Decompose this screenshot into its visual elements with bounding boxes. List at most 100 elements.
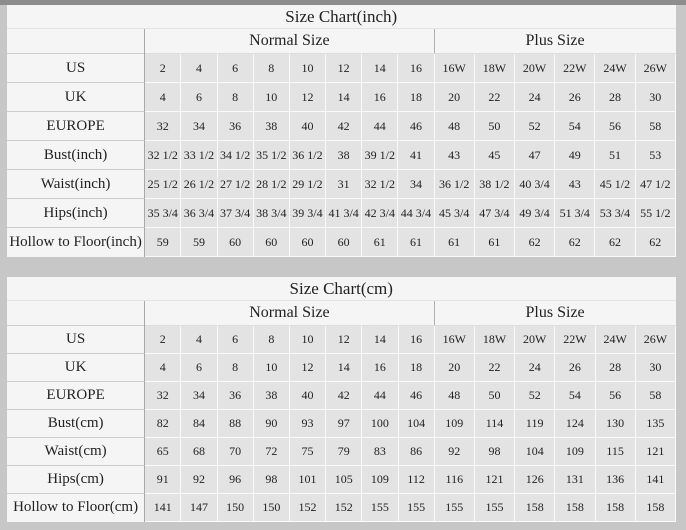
size-value-cell: 158: [634, 493, 677, 522]
size-value-cell: 36 1/2: [433, 169, 475, 199]
table-row: Hips(inch) 35 3/4 36 3/4 37 3/4 38 3/4 39 3/4…: [7, 198, 677, 228]
size-value-cell: 18W: [473, 53, 515, 83]
size-value-cell: 152: [288, 493, 327, 522]
size-value-cell: 32: [144, 111, 182, 141]
table-title: Size Chart(inch): [7, 5, 676, 29]
size-value-cell: 44: [361, 111, 399, 141]
size-value-cell: 65: [144, 437, 182, 466]
size-value-cell: 44 3/4: [397, 198, 435, 228]
size-value-cell: 24: [514, 353, 556, 382]
size-value-cell: 24W: [594, 325, 636, 354]
size-value-cell: 47 3/4: [473, 198, 515, 228]
size-value-cell: 61: [473, 227, 515, 257]
size-value-cell: 56: [594, 111, 636, 141]
size-value-cell: 6: [216, 325, 254, 354]
row-label: Hips(inch): [7, 198, 146, 228]
size-value-cell: 54: [554, 111, 596, 141]
size-value-cell: 75: [288, 437, 327, 466]
size-value-cell: 50: [473, 111, 515, 141]
size-value-cell: 28: [594, 82, 636, 112]
size-value-cell: 22W: [554, 325, 596, 354]
size-value-cell: 32: [144, 381, 182, 410]
size-value-cell: 43: [554, 169, 596, 199]
size-value-cell: 98: [473, 437, 516, 466]
size-value-cell: 121: [634, 437, 677, 466]
size-value-cell: 28 1/2: [252, 169, 290, 199]
size-value-cell: 114: [473, 409, 516, 438]
size-value-cell: 14: [361, 325, 399, 354]
size-value-cell: 26: [554, 82, 596, 112]
size-value-cell: 86: [397, 437, 435, 466]
size-value-cell: 34: [180, 381, 218, 410]
size-value-cell: 92: [433, 437, 475, 466]
size-value-cell: 152: [325, 493, 363, 522]
normal-size-header: Normal Size: [144, 28, 435, 54]
size-value-cell: 6: [180, 82, 218, 112]
size-value-cell: 115: [594, 437, 636, 466]
size-value-cell: 61: [397, 227, 435, 257]
size-value-cell: 52: [513, 111, 556, 141]
size-value-cell: 100: [361, 409, 399, 438]
size-value-cell: 12: [325, 325, 363, 354]
table-row: Hips(cm) 91 92 96 98 101 105 109 112 116 121 126 131…: [7, 465, 677, 494]
size-value-cell: 30: [634, 82, 677, 112]
size-value-cell: 38: [325, 140, 363, 170]
size-value-cell: 35 1/2: [252, 140, 290, 170]
corner-cell: [7, 28, 146, 54]
size-chart-cm-table: Size Chart(cm) Normal Size Plus Size US 2 4 6…: [7, 277, 677, 522]
top-border-band: [0, 0, 686, 5]
size-value-cell: 4: [144, 353, 182, 382]
size-value-cell: 8: [216, 353, 254, 382]
row-label: UK: [7, 353, 146, 382]
size-value-cell: 97: [325, 409, 363, 438]
size-value-cell: 4: [144, 82, 182, 112]
size-value-cell: 20W: [514, 325, 556, 354]
size-value-cell: 22W: [554, 53, 596, 83]
size-value-cell: 37 3/4: [216, 198, 254, 228]
row-label: Bust(cm): [7, 409, 146, 438]
size-value-cell: 36 1/2: [288, 140, 327, 170]
size-value-cell: 18: [397, 82, 435, 112]
size-value-cell: 109: [554, 437, 596, 466]
size-value-cell: 96: [216, 465, 254, 494]
size-value-cell: 10: [252, 82, 290, 112]
size-value-cell: 29 1/2: [288, 169, 327, 199]
size-value-cell: 36: [216, 111, 254, 141]
size-value-cell: 104: [397, 409, 435, 438]
size-value-cell: 42: [325, 111, 363, 141]
row-label: EUROPE: [7, 111, 146, 141]
size-value-cell: 51: [594, 140, 636, 170]
size-value-cell: 48: [433, 111, 475, 141]
size-value-cell: 53 3/4: [594, 198, 636, 228]
size-value-cell: 60: [216, 227, 254, 257]
size-value-cell: 40: [288, 381, 327, 410]
size-value-cell: 40: [288, 111, 327, 141]
size-value-cell: 24W: [594, 53, 636, 83]
size-value-cell: 38 1/2: [473, 169, 515, 199]
row-label: Hollow to Floor(cm): [7, 493, 146, 522]
size-value-cell: 8: [252, 53, 290, 83]
size-value-cell: 40 3/4: [513, 169, 556, 199]
row-label: US: [7, 325, 146, 354]
size-value-cell: 38: [252, 111, 290, 141]
table-row: Waist(inch) 25 1/2 26 1/2 27 1/2 28 1/2 29 1/…: [7, 169, 677, 199]
size-value-cell: 35 3/4: [144, 198, 182, 228]
plus-size-header: Plus Size: [433, 28, 676, 54]
size-value-cell: 41: [397, 140, 435, 170]
size-value-cell: 20W: [513, 53, 556, 83]
plus-size-header: Plus Size: [433, 300, 676, 326]
size-value-cell: 16: [361, 353, 399, 382]
size-value-cell: 155: [397, 493, 435, 522]
table-row: Bust(cm) 82 84 88 90 93 97 100 104 109 114 119 124 13…: [7, 409, 677, 438]
size-value-cell: 41 3/4: [325, 198, 363, 228]
corner-cell: [7, 300, 146, 326]
size-value-cell: 135: [634, 409, 677, 438]
table-row: EUROPE 32 34 36 38 40 42 44 46 48 50 52 54 56 58: [7, 381, 677, 410]
table-row: EUROPE 32 34 36 38 40 42 44 46 48 50 52 54 56 58: [7, 111, 677, 141]
size-value-cell: 98: [252, 465, 290, 494]
size-value-cell: 25 1/2: [144, 169, 182, 199]
size-value-cell: 62: [554, 227, 596, 257]
table-row: Hollow to Floor(inch) 59 59 60 60 60 60 61 61 61 6…: [7, 227, 677, 257]
size-value-cell: 4: [180, 325, 218, 354]
size-value-cell: 150: [216, 493, 254, 522]
